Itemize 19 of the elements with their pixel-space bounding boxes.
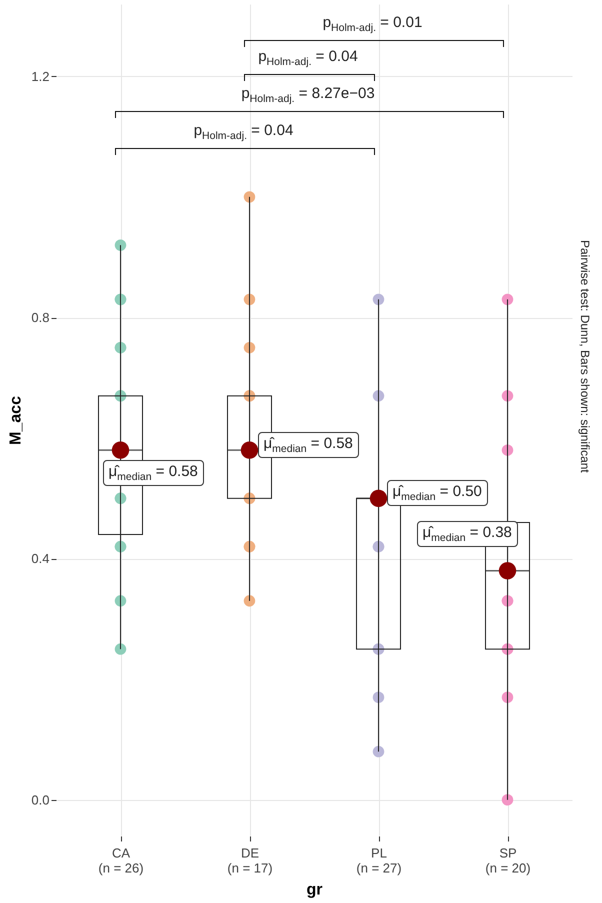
y-tick-label: 0.8: [31, 310, 50, 326]
x-tick-label: PL (n = 27): [356, 846, 402, 876]
y-tick-label: 1.2: [31, 68, 50, 84]
annotation: μ̂$_{median}$ = 0.58: [258, 432, 359, 458]
y-tick-label: 0.0: [31, 792, 50, 808]
x-tick-label: SP (n = 20): [485, 846, 531, 876]
y-tick-label: 0.4: [31, 551, 50, 566]
annotation: μ̂$_{median}$ = 0.58: [102, 460, 204, 486]
annotation: p$_{Holm-adj.}$ = 0.04: [194, 122, 294, 142]
annotation: μ̂$_{median}$ = 0.38: [416, 520, 518, 547]
annotation: μ̂$_{median}$ = 0.50: [386, 480, 488, 506]
annotation: p$_{Holm-adj.}$ = 0.01: [322, 14, 422, 34]
annotation: p$_{Holm-adj.}$ = 0.04: [258, 48, 358, 68]
x-axis-title: gr: [306, 882, 322, 898]
x-tick-label: DE (n = 17): [227, 846, 273, 876]
y-axis-title: M_acc: [7, 396, 24, 445]
annotation: p$_{Holm-adj.}$ = 8.27e−03: [241, 84, 375, 105]
text: Pairwise test: Dunn, Bars shown: significant: [578, 240, 592, 473]
x-tick-label: CA (n = 26): [98, 846, 144, 876]
